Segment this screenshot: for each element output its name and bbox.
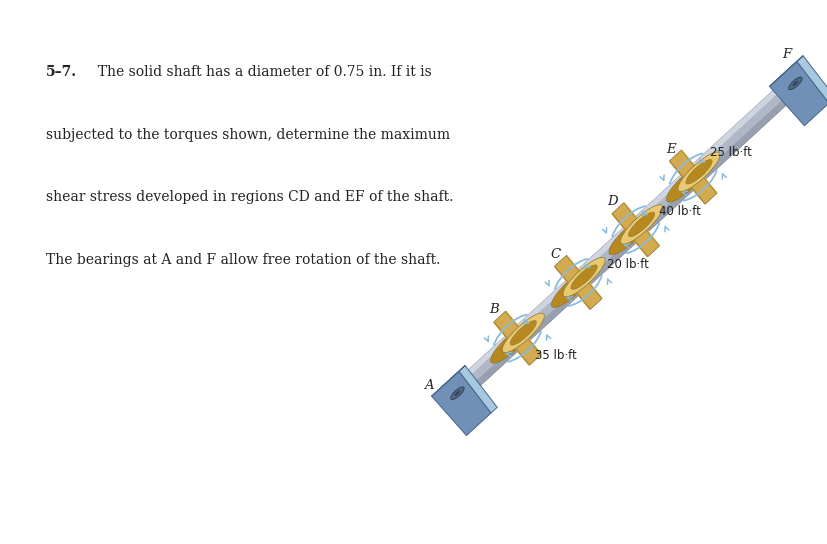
Ellipse shape (787, 77, 801, 90)
Text: D: D (607, 195, 617, 208)
Polygon shape (497, 317, 535, 361)
Text: 35 lb·ft: 35 lb·ft (534, 349, 576, 362)
Text: E: E (665, 144, 675, 156)
Polygon shape (620, 203, 657, 248)
Text: 25 lb·ft: 25 lb·ft (710, 146, 752, 159)
Ellipse shape (619, 205, 662, 244)
Polygon shape (492, 321, 530, 366)
Polygon shape (448, 78, 789, 392)
Polygon shape (495, 318, 533, 363)
Polygon shape (622, 202, 659, 247)
Ellipse shape (490, 324, 532, 363)
Polygon shape (669, 150, 716, 204)
Polygon shape (612, 211, 649, 256)
Text: 5–7.: 5–7. (45, 65, 77, 79)
Ellipse shape (628, 212, 654, 237)
Polygon shape (500, 313, 538, 358)
Polygon shape (678, 151, 715, 196)
Ellipse shape (450, 387, 464, 400)
Ellipse shape (685, 159, 711, 184)
Polygon shape (558, 261, 595, 306)
Polygon shape (431, 366, 465, 396)
Polygon shape (553, 265, 590, 310)
Text: 40 lb·ft: 40 lb·ft (658, 205, 700, 218)
Polygon shape (615, 208, 653, 253)
Polygon shape (668, 160, 705, 205)
Text: shear stress developed in regions CD and EF of the shaft.: shear stress developed in regions CD and… (45, 190, 452, 205)
Polygon shape (675, 154, 712, 199)
Text: A: A (424, 379, 433, 392)
Ellipse shape (454, 391, 460, 396)
Polygon shape (494, 319, 532, 364)
Polygon shape (565, 255, 602, 300)
Text: subjected to the torques shown, determine the maximum: subjected to the torques shown, determin… (45, 128, 449, 142)
Polygon shape (796, 55, 827, 103)
Text: The bearings at A and F allow free rotation of the shaft.: The bearings at A and F allow free rotat… (45, 253, 439, 267)
Polygon shape (676, 152, 714, 197)
Polygon shape (448, 78, 798, 403)
Text: B: B (489, 303, 498, 316)
Polygon shape (670, 158, 707, 203)
Polygon shape (563, 256, 600, 301)
Polygon shape (672, 157, 709, 202)
Polygon shape (493, 311, 541, 365)
Polygon shape (557, 262, 594, 307)
Polygon shape (562, 258, 599, 302)
Polygon shape (457, 88, 798, 403)
Polygon shape (611, 203, 658, 257)
Text: C: C (550, 248, 560, 261)
Polygon shape (499, 315, 537, 360)
Ellipse shape (562, 257, 605, 297)
Text: 20 lb·ft: 20 lb·ft (607, 258, 648, 271)
Polygon shape (555, 264, 592, 308)
Polygon shape (458, 366, 497, 413)
Polygon shape (673, 156, 710, 200)
Polygon shape (502, 312, 540, 357)
Polygon shape (554, 256, 601, 310)
Polygon shape (619, 205, 656, 250)
Polygon shape (560, 259, 597, 304)
Polygon shape (768, 55, 802, 86)
Ellipse shape (608, 215, 650, 255)
Text: The solid shaft has a diameter of 0.75 in. If it is: The solid shaft has a diameter of 0.75 i… (88, 65, 431, 79)
Polygon shape (768, 61, 827, 126)
Ellipse shape (571, 265, 596, 289)
Polygon shape (610, 213, 648, 257)
Polygon shape (614, 209, 651, 255)
Ellipse shape (677, 152, 719, 191)
Polygon shape (431, 371, 490, 436)
Polygon shape (617, 207, 654, 251)
Ellipse shape (666, 163, 708, 202)
Ellipse shape (551, 268, 593, 307)
Ellipse shape (502, 313, 543, 353)
Ellipse shape (791, 81, 797, 86)
Text: F: F (782, 48, 791, 60)
Polygon shape (504, 311, 542, 355)
Ellipse shape (509, 320, 536, 345)
Polygon shape (680, 150, 717, 194)
